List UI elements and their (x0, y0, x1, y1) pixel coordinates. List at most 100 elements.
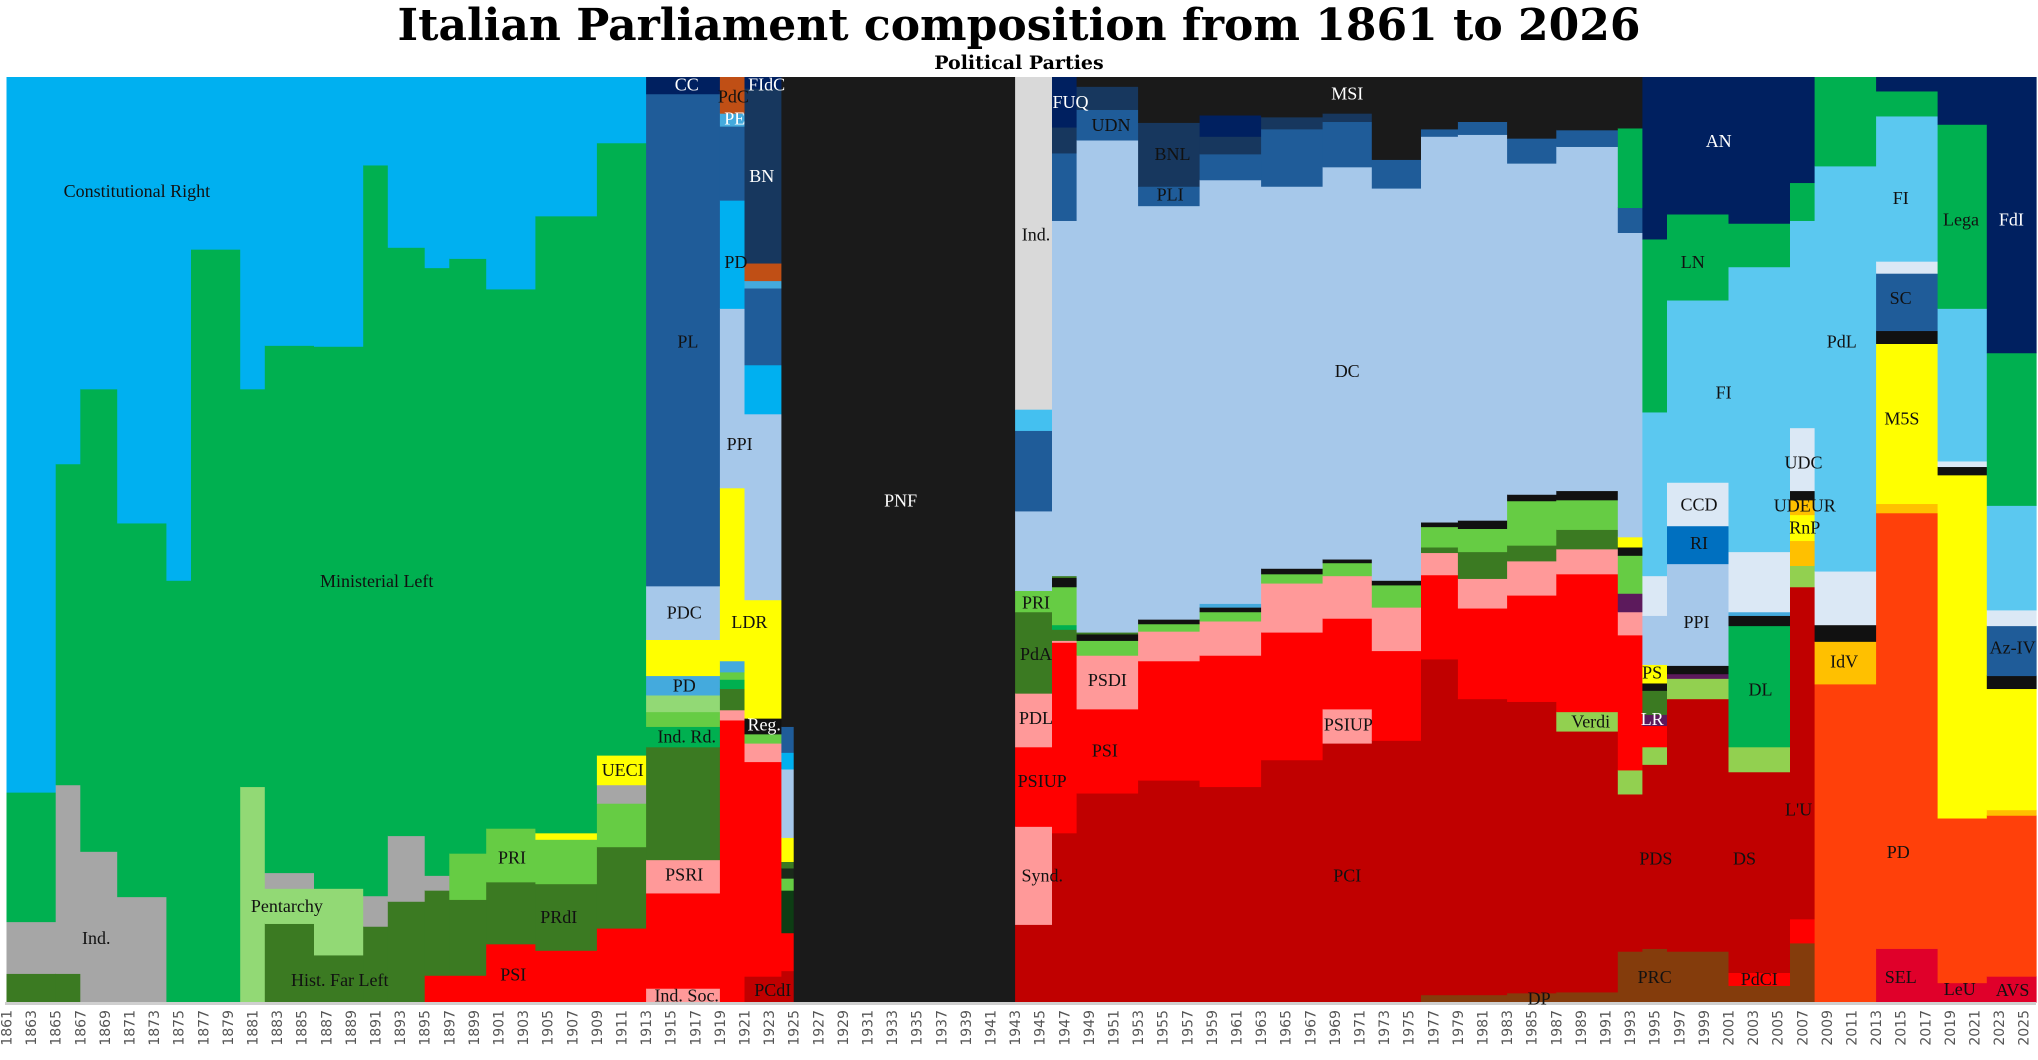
x-tick-label: 1963 (1254, 1010, 1270, 1046)
area-segment-1983-9 (1507, 77, 1557, 139)
area-segment-1994-5 (1642, 690, 1668, 715)
area-segment-1924-9 (781, 726, 795, 753)
party-areas (6, 77, 2037, 1003)
area-segment-1992-12 (1617, 77, 1643, 129)
party-label: BN (749, 166, 774, 186)
x-tick-label: 1949 (1082, 1010, 1098, 1046)
area-segment-2018-6 (1937, 124, 1988, 309)
area-segment-1886-1 (314, 888, 364, 956)
x-tick-label: 1955 (1156, 1010, 1172, 1046)
area-segment-1992-9 (1617, 232, 1643, 538)
area-segment-1963-7 (1261, 116, 1324, 130)
area-segment-1919-8 (719, 200, 746, 309)
area-segment-1904-4 (535, 215, 598, 834)
x-tick-label: 1983 (1500, 1010, 1516, 1046)
area-segment-1996-4 (1667, 665, 1730, 675)
area-segment-1979-8 (1457, 121, 1508, 135)
area-segment-1946-7 (1052, 575, 1078, 579)
area-segment-1994-12 (1642, 77, 1668, 240)
area-segment-1979-9 (1457, 77, 1508, 122)
party-label: PD (1887, 842, 1910, 862)
area-segment-1904-2 (535, 839, 598, 885)
area-segment-1987-5 (1556, 529, 1619, 550)
x-tick-label: 1909 (590, 1010, 606, 1046)
area-segment-1987-7 (1556, 490, 1619, 501)
party-label: SEL (1885, 967, 1917, 987)
area-segment-1890-2 (363, 164, 389, 897)
area-segment-1987-6 (1556, 499, 1619, 530)
area-segment-1979-5 (1457, 528, 1508, 553)
area-segment-1861-1 (6, 921, 57, 974)
area-segment-2013-7 (1876, 115, 1939, 262)
area-segment-1913-9 (646, 585, 721, 640)
party-label: PSDI (1088, 670, 1127, 690)
area-segment-2018-1 (1937, 817, 1988, 984)
x-tick-label: 1981 (1476, 1010, 1492, 1046)
area-segment-2006-1 (1790, 918, 1816, 944)
area-segment-1994-7 (1642, 664, 1668, 684)
area-segment-1996-3 (1667, 673, 1730, 679)
area-segment-1865-1 (55, 784, 81, 974)
area-segment-1897-2 (449, 853, 487, 900)
area-segment-1882-4 (264, 77, 315, 346)
area-segment-1904-0 (535, 950, 598, 1003)
area-segment-1976-4 (1421, 546, 1459, 554)
area-segment-1913-3 (646, 746, 721, 861)
area-segment-2013-1 (1876, 512, 1939, 949)
area-segment-2022-2 (1986, 809, 2037, 816)
area-segment-1963-3 (1261, 573, 1324, 584)
area-segment-1958-1 (1199, 655, 1262, 788)
area-segment-1924-2 (781, 890, 795, 934)
area-segment-1919-11 (719, 77, 746, 114)
area-segment-1882-0 (264, 923, 315, 1003)
area-segment-1861-0 (6, 973, 57, 1003)
area-segment-1876-1 (191, 77, 241, 250)
x-tick-label: 1875 (172, 1010, 188, 1046)
area-segment-1983-4 (1507, 545, 1557, 562)
area-segment-1996-7 (1667, 482, 1730, 527)
area-segment-2018-2 (1937, 474, 1988, 819)
area-segment-1953-7 (1138, 122, 1201, 187)
party-label: Az-IV (1990, 638, 2036, 658)
party-label: Reg. (747, 715, 781, 735)
x-tick-label: 1895 (418, 1010, 434, 1046)
area-segment-1900-2 (486, 828, 536, 883)
party-label: PS (1642, 663, 1662, 683)
area-segment-1958-3 (1199, 611, 1262, 622)
x-tick-label: 1925 (787, 1010, 803, 1046)
area-segment-1983-3 (1507, 560, 1557, 596)
party-label: AVS (1996, 980, 2030, 1000)
area-segment-1968-7 (1322, 121, 1373, 168)
area-segment-2013-0 (1876, 948, 1939, 1003)
area-segment-2001-0 (1728, 985, 1791, 1003)
area-segment-1867-2 (80, 77, 118, 390)
area-segment-1925-0 (793, 77, 1016, 1003)
area-segment-1948-3 (1076, 640, 1139, 656)
area-segment-1968-0 (1322, 743, 1373, 1003)
x-tick-label: 1965 (1279, 1010, 1295, 1046)
area-segment-1972-3 (1371, 584, 1422, 608)
area-segment-1987-3 (1556, 573, 1619, 713)
area-segment-1924-1 (781, 932, 795, 972)
x-tick-label: 1887 (319, 1010, 335, 1046)
x-tick-label: 1943 (1008, 1010, 1024, 1046)
party-label: Pentarchy (251, 896, 323, 916)
area-segment-1963-6 (1261, 128, 1324, 187)
area-segment-1921-0 (744, 976, 782, 1003)
party-label: PPI (727, 434, 753, 454)
area-segment-1924-3 (781, 878, 795, 891)
area-segment-1953-4 (1138, 619, 1201, 625)
area-segment-1919-5 (719, 660, 746, 673)
area-segment-1958-9 (1199, 114, 1262, 137)
area-segment-2001-7 (1728, 551, 1791, 613)
area-segment-2001-1 (1728, 972, 1791, 986)
area-segment-1987-9 (1556, 129, 1619, 147)
area-segment-2013-9 (1876, 77, 1939, 92)
area-segment-1963-8 (1261, 77, 1324, 118)
party-label: CCD (1680, 494, 1717, 514)
area-segment-1913-1 (646, 892, 721, 989)
x-tick-label: 1977 (1426, 1010, 1442, 1046)
party-labels: Constitutional Right Ministerial Left Ind.… (64, 74, 2036, 1008)
area-segment-1921-12 (744, 77, 782, 89)
area-segment-1976-0 (1421, 994, 1459, 1003)
